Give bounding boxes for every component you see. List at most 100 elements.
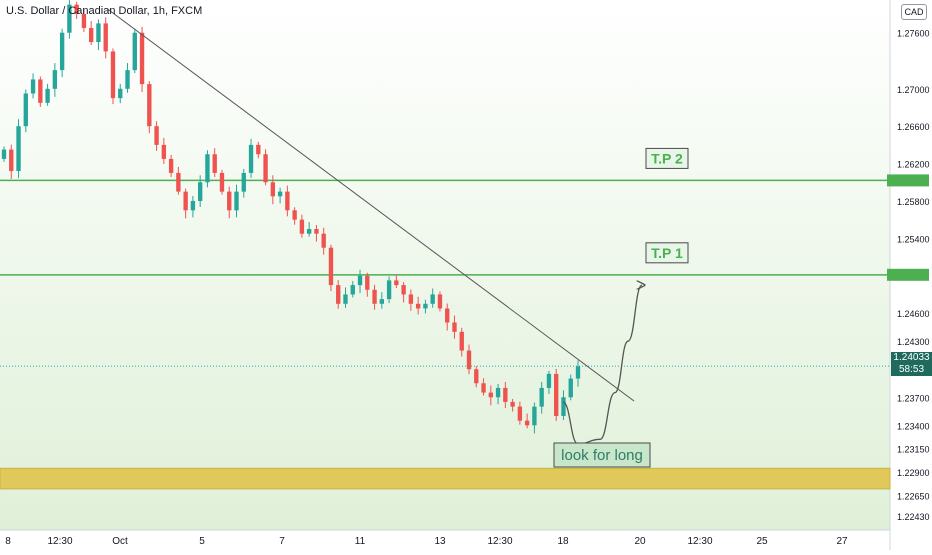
time-tick-label: Oct — [112, 536, 128, 547]
target-label-box — [645, 147, 689, 169]
candle-body — [415, 303, 421, 309]
price-tick-label: 1.27600 — [897, 29, 930, 39]
candle-body — [197, 182, 203, 201]
candle-body — [379, 299, 385, 304]
candle-body — [394, 280, 399, 286]
trendline — [107, 8, 635, 402]
candle-body — [510, 401, 515, 407]
candle-body — [110, 51, 116, 99]
candle-body — [89, 28, 94, 43]
time-tick-label: 5 — [199, 536, 205, 547]
time-tick-label: 20 — [634, 536, 646, 547]
price-tick-label: 1.27000 — [897, 85, 930, 95]
last-price-value: 1.24033 — [893, 352, 930, 363]
target-level-axis-marker — [887, 174, 929, 187]
candle-body — [357, 275, 363, 286]
candle-body — [9, 149, 14, 172]
candle-body — [445, 308, 450, 323]
candle-body — [546, 373, 552, 388]
candle-body — [125, 70, 130, 89]
candle-body — [481, 383, 486, 393]
candle-body — [401, 285, 406, 295]
candle-body — [139, 32, 145, 85]
candle-body — [154, 126, 159, 145]
candle-body — [452, 322, 457, 332]
candle-body — [256, 144, 261, 155]
candle-body — [328, 247, 334, 286]
time-tick-label: 27 — [836, 536, 848, 547]
candle-body — [118, 88, 123, 99]
candle-body — [408, 294, 414, 304]
candle-body — [343, 294, 348, 304]
support-zone — [0, 467, 891, 490]
currency-button[interactable]: CAD — [901, 4, 927, 20]
candle-body — [306, 229, 312, 234]
time-axis-background — [0, 530, 890, 550]
candle-body — [270, 182, 276, 197]
candle-body — [190, 200, 196, 211]
candle-body — [474, 369, 479, 384]
bar-countdown: 58:53 — [898, 364, 925, 375]
candle-body — [132, 32, 137, 71]
candles-layer — [0, 0, 890, 434]
candle-body — [459, 331, 464, 351]
projection-label-box — [553, 442, 651, 468]
candle-body — [503, 387, 508, 402]
price-tick-label: 1.22650 — [897, 491, 930, 501]
candle-body — [74, 4, 79, 15]
candle-body — [372, 289, 377, 304]
time-tick-label: 12:30 — [47, 536, 72, 547]
candle-body — [532, 406, 537, 426]
price-tick-label: 1.23700 — [897, 393, 930, 403]
price-tick-label: 1.23150 — [897, 445, 930, 455]
time-tick-label: 11 — [355, 536, 366, 547]
candle-body — [437, 294, 443, 309]
candle-body — [16, 126, 21, 172]
candle-body — [30, 79, 36, 94]
candle-body — [52, 70, 58, 89]
candle-body — [183, 191, 188, 211]
price-tick-label: 1.23400 — [897, 421, 930, 431]
time-tick-label: 7 — [279, 536, 285, 547]
price-tick-label: 1.25800 — [897, 197, 930, 207]
candle-body — [234, 191, 239, 211]
candle-body — [285, 191, 290, 211]
candle-body — [263, 154, 268, 183]
candle-body — [321, 233, 326, 248]
price-tick-label: 1.24600 — [897, 309, 930, 319]
candle-body — [386, 280, 392, 300]
price-tick-label: 1.25400 — [897, 234, 930, 244]
target-label: T.P 1 — [651, 245, 683, 261]
symbol-title: U.S. Dollar / Canadian Dollar, 1h, FXCM — [6, 5, 203, 17]
candle-body — [161, 144, 167, 159]
candle-body — [517, 406, 523, 421]
candle-body — [1, 149, 7, 159]
price-tick-label: 1.22900 — [897, 468, 930, 478]
candle-body — [219, 172, 225, 192]
candle-body — [292, 210, 297, 220]
candle-body — [336, 285, 341, 304]
price-axis-ticks: 1.22430 1.22650 1.22900 1.23150 1.23400 1.237… — [897, 29, 930, 522]
candle-body — [81, 14, 87, 29]
time-tick-label: 8 — [5, 536, 11, 547]
candle-body — [423, 303, 428, 309]
candle-body — [67, 4, 72, 33]
candle-body — [365, 275, 370, 290]
time-tick-label: 12:30 — [687, 536, 712, 547]
candle-body — [524, 420, 530, 426]
target-label-box — [645, 242, 689, 264]
candle-body — [554, 373, 559, 416]
candle-body — [495, 387, 501, 398]
plot-background — [0, 0, 890, 530]
price-tick-label: 1.24300 — [897, 337, 930, 347]
target-level-axis-marker — [887, 268, 929, 281]
target-label: T.P 2 — [651, 150, 683, 166]
support-zone-layer — [0, 467, 891, 490]
candle-body — [350, 285, 355, 295]
candle-body — [59, 32, 65, 71]
candle-body — [248, 144, 254, 173]
candle-body — [488, 392, 493, 398]
candle-body — [168, 158, 174, 173]
